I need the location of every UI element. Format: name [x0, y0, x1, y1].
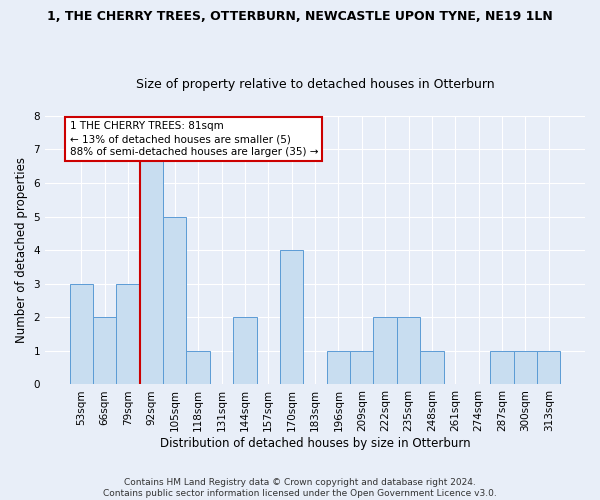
- Title: Size of property relative to detached houses in Otterburn: Size of property relative to detached ho…: [136, 78, 494, 91]
- Bar: [280, 250, 304, 384]
- Text: Contains HM Land Registry data © Crown copyright and database right 2024.
Contai: Contains HM Land Registry data © Crown c…: [103, 478, 497, 498]
- Bar: [327, 351, 350, 384]
- Bar: [70, 284, 93, 384]
- Bar: [397, 318, 420, 384]
- Bar: [537, 351, 560, 384]
- Bar: [490, 351, 514, 384]
- Bar: [420, 351, 443, 384]
- Bar: [140, 150, 163, 384]
- Y-axis label: Number of detached properties: Number of detached properties: [15, 157, 28, 343]
- Bar: [116, 284, 140, 384]
- Bar: [233, 318, 257, 384]
- X-axis label: Distribution of detached houses by size in Otterburn: Distribution of detached houses by size …: [160, 437, 470, 450]
- Text: 1, THE CHERRY TREES, OTTERBURN, NEWCASTLE UPON TYNE, NE19 1LN: 1, THE CHERRY TREES, OTTERBURN, NEWCASTL…: [47, 10, 553, 23]
- Bar: [93, 318, 116, 384]
- Bar: [514, 351, 537, 384]
- Bar: [187, 351, 210, 384]
- Bar: [350, 351, 373, 384]
- Bar: [373, 318, 397, 384]
- Bar: [163, 216, 187, 384]
- Text: 1 THE CHERRY TREES: 81sqm
← 13% of detached houses are smaller (5)
88% of semi-d: 1 THE CHERRY TREES: 81sqm ← 13% of detac…: [70, 121, 318, 157]
